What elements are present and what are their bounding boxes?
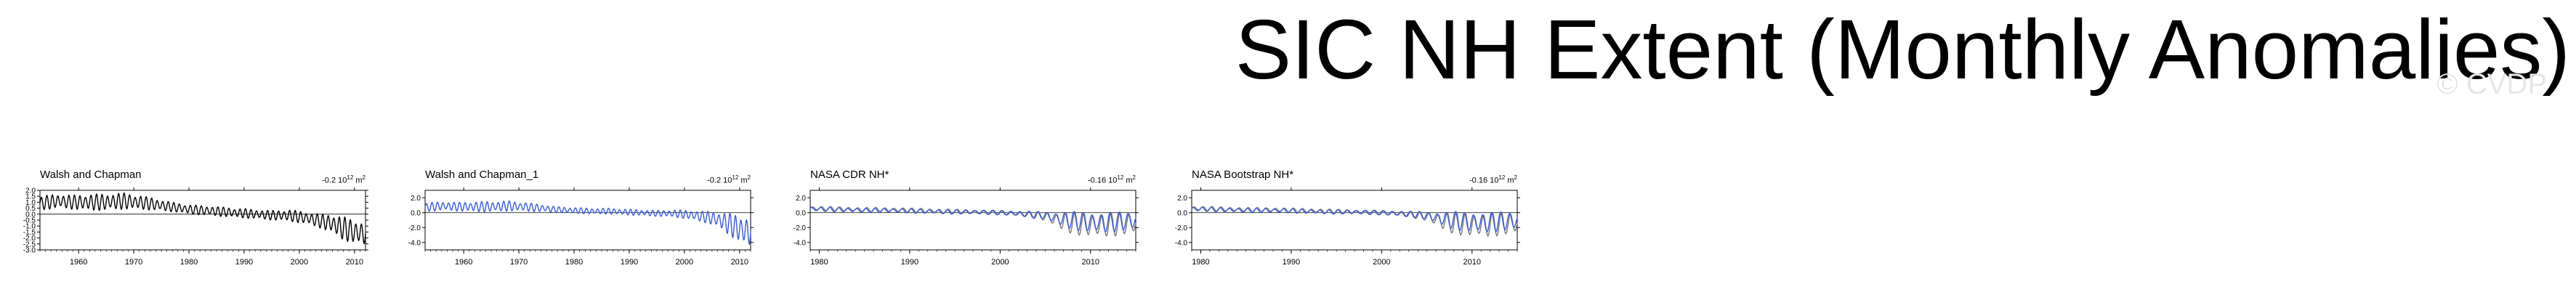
series-line <box>1191 206 1518 232</box>
x-tick-label: 2000 <box>291 258 308 267</box>
y-tick-label: 2.0 <box>411 195 421 203</box>
y-tick-label: -0.5 <box>23 217 36 225</box>
y-tick-label: -4.0 <box>408 239 421 247</box>
y-tick-label: 0.0 <box>25 211 36 219</box>
x-tick-label: 1990 <box>235 258 253 267</box>
series-line <box>39 192 366 245</box>
chart-panel-nasa-bootstrap-nh: NASA Bootstrap NH* -0.16 1012 m2 2.0 0.0 -… <box>1163 169 1526 277</box>
y-tick-label: -1.5 <box>23 229 36 237</box>
plot-frame <box>809 190 1136 251</box>
y-tick-label: 1.5 <box>25 193 36 201</box>
x-tick-label: 2000 <box>1373 258 1390 267</box>
series-line <box>424 200 751 246</box>
plot-frame <box>424 190 751 251</box>
x-tick-label: 1980 <box>810 258 828 267</box>
y-tick-label: 0.5 <box>25 205 36 213</box>
panel-stat: -0.2 1012 m2 <box>322 174 366 185</box>
x-tick-label: 1990 <box>621 258 638 267</box>
y-tick-label: 0.0 <box>796 209 806 217</box>
chart-panel-walsh-chapman: Walsh and Chapman -0.2 1012 m2 2.0 1.5 1.0… <box>11 169 374 277</box>
y-tick-label: -2.0 <box>408 224 421 232</box>
plot-frame <box>39 190 366 251</box>
x-tick-label: 1990 <box>1283 258 1300 267</box>
y-tick-label: -3.0 <box>23 247 36 255</box>
panel-stat: -0.16 1012 m2 <box>1088 174 1136 185</box>
y-tick-label: 0.0 <box>411 209 421 217</box>
chart-panel-walsh-chapman-1: Walsh and Chapman_1 -0.2 1012 m2 2.0 0.0 -… <box>396 169 759 277</box>
panel-title: NASA Bootstrap NH* <box>1192 169 1294 181</box>
x-tick-label: 2000 <box>676 258 693 267</box>
y-tick-label: 2.0 <box>1177 195 1187 203</box>
chart-svg: 2.0 0.0 -2.0 -4.0 1980 1990 2000 2010 <box>794 187 1139 267</box>
y-tick-label: -1.0 <box>23 223 36 231</box>
x-tick-label: 2010 <box>731 258 748 267</box>
y-tick-label: -2.5 <box>23 240 36 248</box>
x-tick-label: 1980 <box>180 258 198 267</box>
x-tick-label: 1980 <box>565 258 583 267</box>
y-tick-label: 2.0 <box>796 195 806 203</box>
x-tick-label: 1980 <box>1192 258 1209 267</box>
page-title: SIC NH Extent (Monthly Anomalies) <box>1235 2 2570 97</box>
y-tick-label: -4.0 <box>794 239 807 247</box>
panel-title: NASA CDR NH* <box>810 169 889 181</box>
y-tick-label: -2.0 <box>1175 224 1188 232</box>
x-tick-label: 1970 <box>125 258 142 267</box>
x-tick-label: 2010 <box>346 258 363 267</box>
x-tick-label: 1960 <box>70 258 87 267</box>
x-tick-label: 2000 <box>991 258 1009 267</box>
chart-panel-nasa-cdr-nh: NASA CDR NH* -0.16 1012 m2 2.0 0.0 -2.0 -4.… <box>781 169 1144 277</box>
y-tick-label: 1.0 <box>25 199 36 207</box>
chart-svg: 2.01.51.00.50.0-0.5-1.0-1.5-2.0-2.5-3.0 1… <box>23 187 368 267</box>
x-tick-label: 1960 <box>455 258 472 267</box>
panel-title: Walsh and Chapman <box>40 169 142 181</box>
series-line <box>809 206 1136 232</box>
panel-stat: -0.16 1012 m2 <box>1469 174 1517 185</box>
y-tick-label: -2.0 <box>794 224 807 232</box>
watermark: © CVDP <box>2436 68 2547 100</box>
y-tick-label: -4.0 <box>1175 239 1188 247</box>
x-tick-label: 1970 <box>510 258 528 267</box>
panel-stat: -0.2 1012 m2 <box>707 174 751 185</box>
x-tick-label: 2010 <box>1082 258 1099 267</box>
y-tick-label: 0.0 <box>1177 209 1187 217</box>
chart-svg: 2.0 0.0 -2.0 -4.0 1980 1990 2000 2010 <box>1175 187 1520 267</box>
y-tick-label: 2.0 <box>25 187 36 195</box>
chart-svg: 2.0 0.0 -2.0 -4.0 1960 1970 1980 1990 2000 2010 <box>408 187 754 267</box>
x-tick-label: 2010 <box>1463 258 1481 267</box>
panel-title: Walsh and Chapman_1 <box>425 169 539 181</box>
y-tick-label: -2.0 <box>23 235 36 243</box>
plot-frame <box>1191 190 1518 251</box>
x-tick-label: 1990 <box>901 258 918 267</box>
